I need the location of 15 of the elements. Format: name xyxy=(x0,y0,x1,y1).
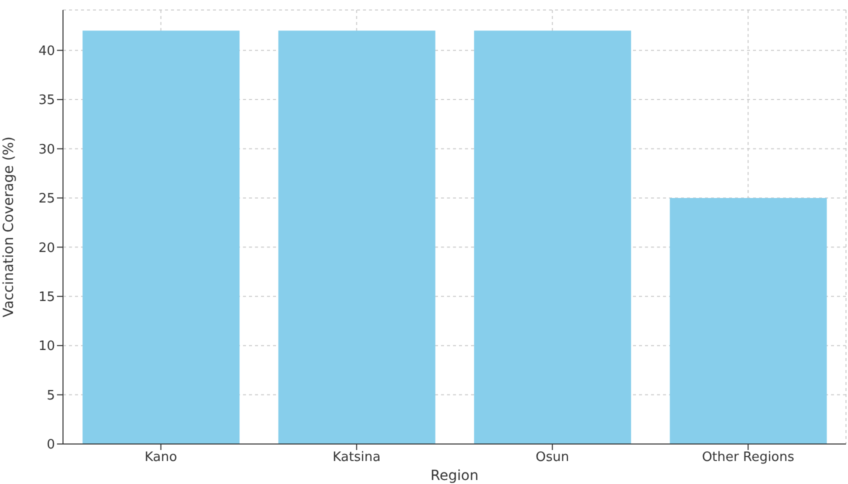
y-tick-label: 35 xyxy=(38,93,55,108)
x-tick-label: Other Regions xyxy=(702,450,795,466)
y-tick-label: 10 xyxy=(38,339,55,354)
x-axis-title: Region xyxy=(430,468,478,484)
y-tick-label: 20 xyxy=(38,240,55,256)
y-tick-label: 0 xyxy=(46,438,55,453)
y-tick-label: 40 xyxy=(38,44,55,59)
y-tick-label: 30 xyxy=(38,142,55,158)
x-tick-label: Kano xyxy=(144,450,178,466)
x-tick-label: Katsina xyxy=(332,450,381,466)
y-tick-label: 5 xyxy=(46,388,55,404)
x-tick-label: Osun xyxy=(536,450,570,466)
y-tick-label: 15 xyxy=(38,290,55,305)
y-axis-title: Vaccination Coverage (%) xyxy=(0,136,17,318)
y-tick-label: 25 xyxy=(38,192,55,207)
